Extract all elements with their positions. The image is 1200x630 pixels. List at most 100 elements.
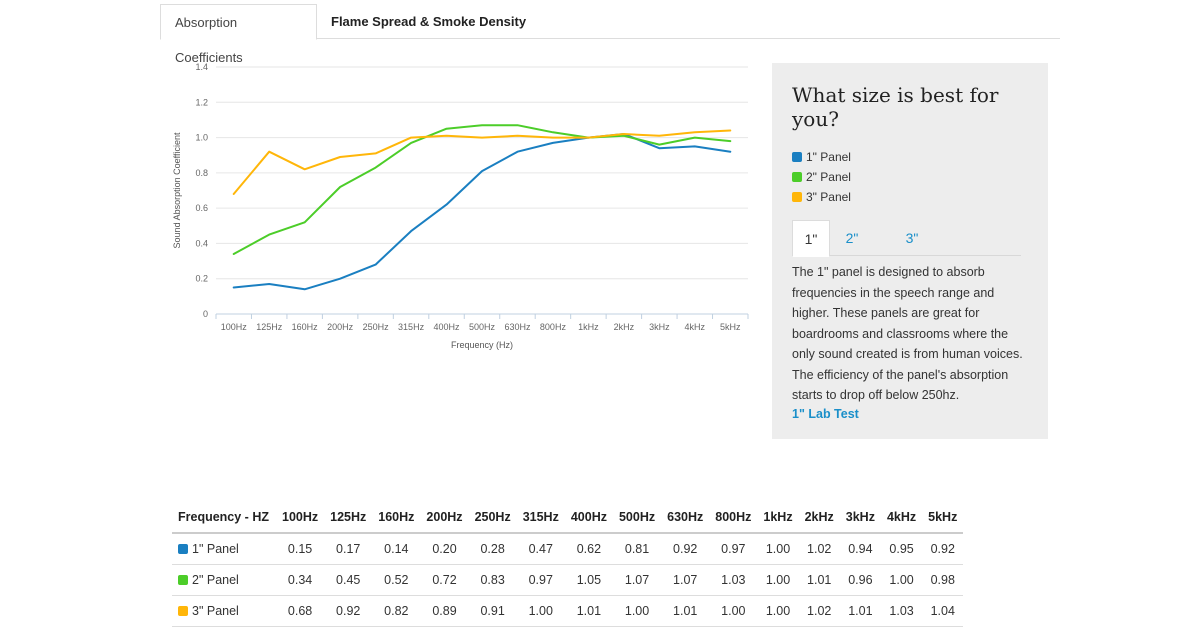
legend-swatch-3in [792,192,802,202]
series-line-1in [232,133,732,291]
table-cell: 0.34 [276,564,325,596]
table-cell: 1.03 [880,595,923,627]
lab-test-link[interactable]: 1" Lab Test [792,406,859,421]
tab-absorption-coefficients[interactable]: Absorption Coefficients [160,4,317,65]
y-tick-label: 0.4 [195,238,208,248]
table-cell: 0.91 [468,595,517,627]
table-cell: 0.98 [922,564,964,596]
table-cell: 0.92 [661,533,710,565]
legend-label-2in: 2" Panel [806,170,851,184]
row-swatch [178,574,188,585]
legend-item-3in[interactable]: 3" Panel [792,187,1028,207]
table-header-cell: 500Hz [612,502,662,534]
table-header-cell: 315Hz [516,502,565,534]
x-tick-label: 200Hz [327,322,354,332]
table-cell: 1.03 [709,564,758,596]
y-tick-label: 0.8 [195,168,208,178]
y-tick-label: 1.4 [195,62,208,72]
table-cell: 1.07 [661,564,710,596]
legend-item-2in[interactable]: 2" Panel [792,167,1028,187]
table-cell: 0.83 [468,564,517,596]
table-row-label: 1" Panel [172,533,276,565]
panel-legend: 1" Panel 2" Panel 3" Panel [792,147,1028,207]
table-header-cell: 1kHz [757,502,799,534]
table-header-frequency: Frequency - HZ [172,502,276,534]
table-header-cell: 3kHz [839,502,881,534]
table-cell: 0.14 [372,533,421,565]
table-cell: 0.92 [922,533,964,565]
size-tab-1in[interactable]: 1" [792,220,830,257]
table-cell: 1.05 [564,564,613,596]
table-cell: 1.04 [922,595,964,627]
table-cell: 0.82 [372,595,421,627]
x-tick-label: 3kHz [649,322,670,332]
x-tick-label: 400Hz [434,322,461,332]
table-cell: 0.96 [839,564,881,596]
series-line-2in [232,124,732,255]
legend-swatch-1in [792,152,802,162]
x-tick-label: 1kHz [578,322,599,332]
table-cell: 0.97 [516,564,565,596]
x-tick-label: 5kHz [720,322,741,332]
panel-title: What size is best for you? [792,83,999,131]
table-row-label: 2" Panel [172,564,276,596]
table-cell: 0.72 [420,564,469,596]
table-cell: 1.00 [757,533,799,565]
legend-label-1in: 1" Panel [806,150,851,164]
x-tick-label: 2kHz [614,322,635,332]
x-tick-label: 250Hz [363,322,390,332]
table-cell: 0.47 [516,533,565,565]
table-cell: 0.62 [564,533,613,565]
table-cell: 1.02 [798,533,840,565]
table-cell: 0.52 [372,564,421,596]
table-cell: 0.97 [709,533,758,565]
table-header-cell: 5kHz [922,502,964,534]
table-cell: 0.68 [276,595,325,627]
tab-flame-spread-smoke-density[interactable]: Flame Spread & Smoke Density [331,14,527,29]
table-header-cell: 100Hz [276,502,325,534]
table-cell: 1.01 [564,595,613,627]
table-cell: 0.92 [324,595,373,627]
size-tab-2in[interactable]: 2" [845,230,859,246]
table-row: 1" Panel 0.15 0.17 0.14 0.20 0.28 0.47 0.62 0.81… [172,533,964,565]
table-cell: 1.01 [839,595,881,627]
x-tick-label: 160Hz [292,322,319,332]
x-tick-label: 500Hz [469,322,496,332]
table-cell: 1.00 [516,595,565,627]
tab-bar: Absorption Coefficients Flame Spread & S… [160,4,1060,65]
table-header-cell: 200Hz [420,502,469,534]
table-header-cell: 2kHz [798,502,840,534]
row-label-text: 1" Panel [192,541,239,556]
table-cell: 0.95 [880,533,923,565]
table-header-cell: 400Hz [564,502,613,534]
table-cell: 1.00 [757,595,799,627]
y-tick-label: 1.0 [195,133,208,143]
panel-description: The 1" panel is designed to absorb frequ… [792,265,1023,402]
table-cell: 1.01 [798,564,840,596]
table-header-cell: 250Hz [468,502,517,534]
size-tab-bar: 1" 2" 3" [792,220,1021,257]
x-tick-label: 4kHz [685,322,706,332]
x-tick-label: 630Hz [504,322,531,332]
row-label-text: 2" Panel [192,572,239,587]
size-selector-panel: What size is best for you? 1" Panel 2" P… [772,63,1048,439]
table-cell: 0.17 [324,533,373,565]
x-tick-label: 800Hz [540,322,567,332]
size-tab-3in[interactable]: 3" [905,230,919,246]
table-cell: 0.81 [612,533,662,565]
legend-item-1in[interactable]: 1" Panel [792,147,1028,167]
table-cell: 1.00 [880,564,923,596]
table-cell: 1.00 [709,595,758,627]
table-row: 2" Panel 0.34 0.45 0.52 0.72 0.83 0.97 1.05 1.07… [172,564,964,596]
row-swatch [178,605,188,616]
table-cell: 0.28 [468,533,517,565]
table-cell: 1.01 [661,595,710,627]
y-tick-label: 0 [203,309,208,319]
frequency-table: Frequency - HZ 100Hz 125Hz 160Hz 200Hz 250Hz… [172,502,964,627]
table-cell: 1.00 [757,564,799,596]
table-header-cell: 630Hz [661,502,710,534]
x-tick-label: 125Hz [256,322,283,332]
row-label-text: 3" Panel [192,603,239,618]
table-row: 3" Panel 0.68 0.92 0.82 0.89 0.91 1.00 1.01 1.00… [172,595,964,627]
table-cell: 1.02 [798,595,840,627]
